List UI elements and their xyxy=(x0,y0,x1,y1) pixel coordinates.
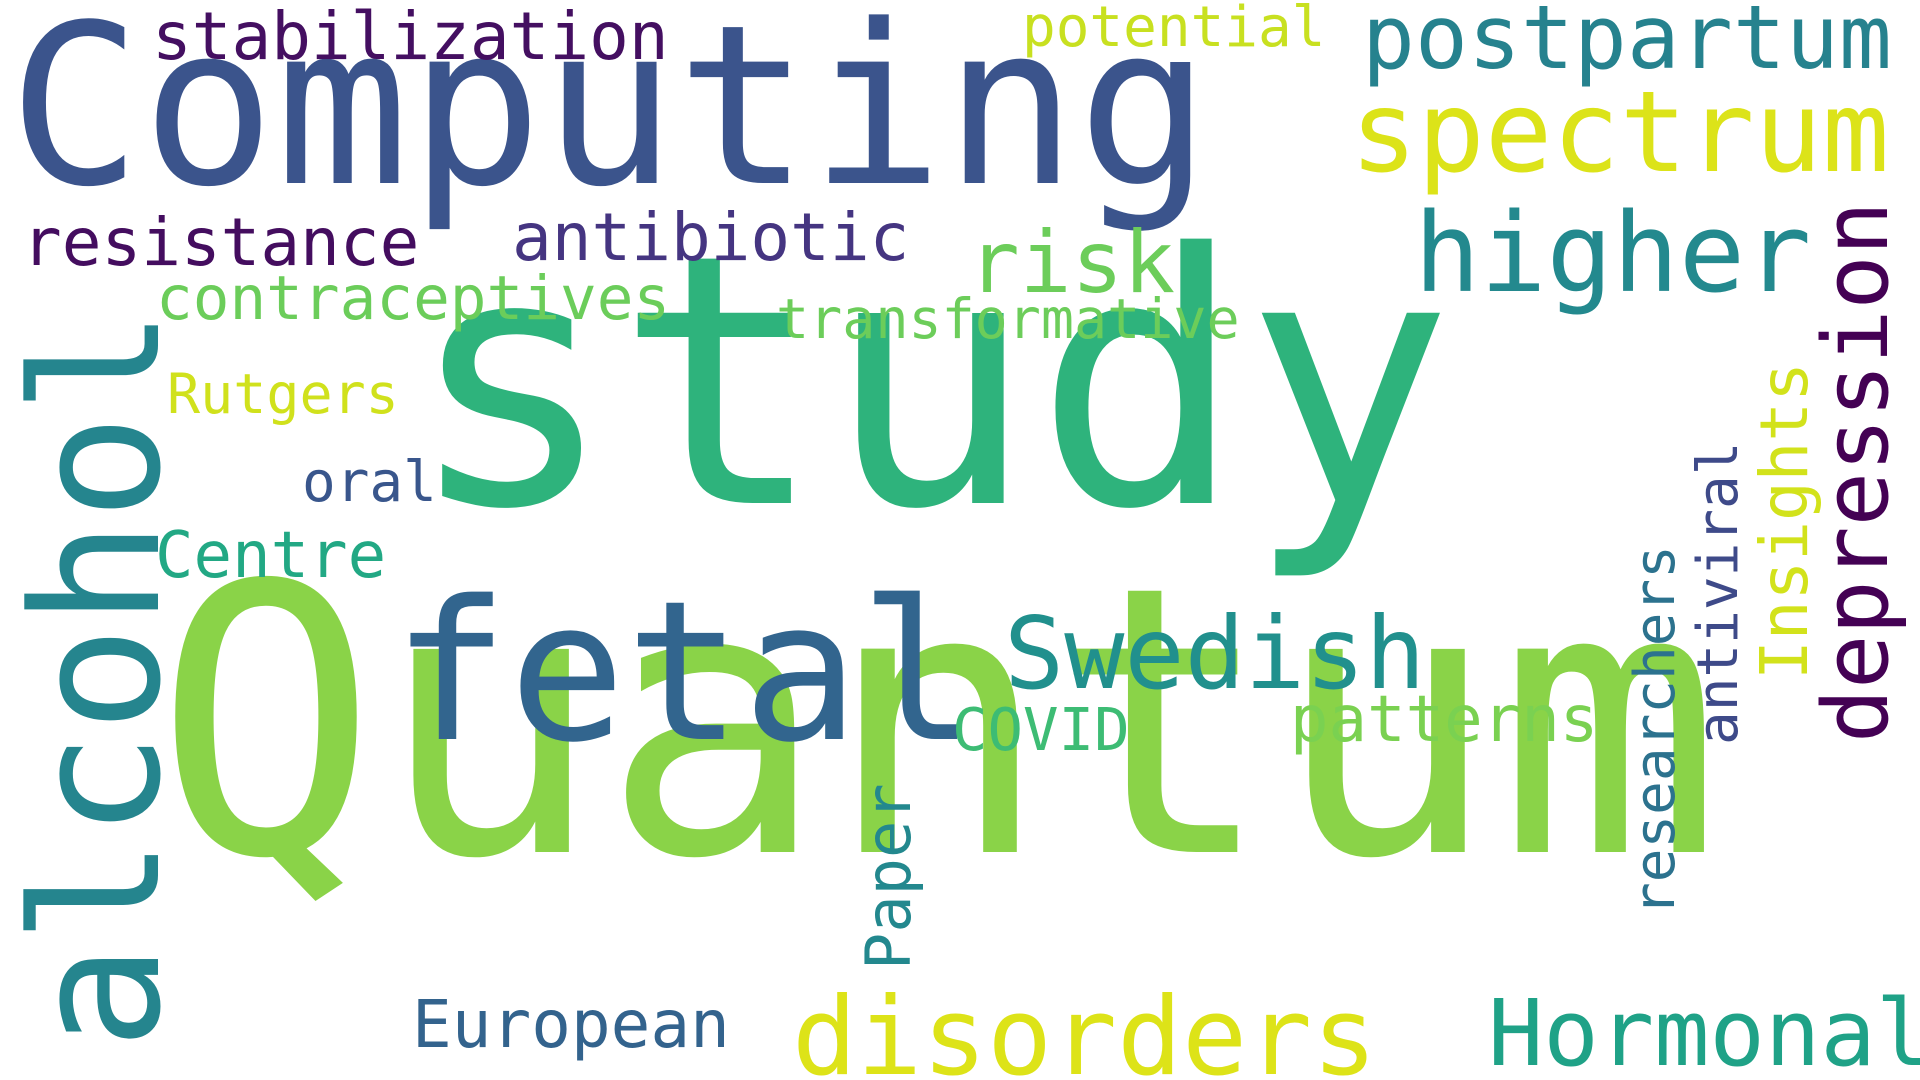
word-european: European xyxy=(412,986,730,1063)
word-transformative: transformative xyxy=(776,287,1240,351)
word-swedish: Swedish xyxy=(1004,595,1426,712)
word-study: study xyxy=(406,181,1454,586)
word-oral: oral xyxy=(302,450,437,515)
word-centre: Centre xyxy=(155,519,387,593)
word-researchers: researchers xyxy=(1623,545,1688,916)
word-patterns: patterns xyxy=(1290,683,1599,757)
word-depression: depression xyxy=(1804,201,1909,743)
word-alcohol: alcohol xyxy=(0,308,200,1050)
word-computing: Computing xyxy=(8,0,1211,236)
word-rutgers: Rutgers xyxy=(167,362,399,426)
word-quantum: Quantum xyxy=(154,507,1722,940)
word-antiviral: antiviral xyxy=(1686,441,1751,745)
word-resistance: resistance xyxy=(22,204,420,281)
word-contraceptives: contraceptives xyxy=(156,263,671,334)
word-risk: risk xyxy=(968,213,1176,313)
word-insights: Insights xyxy=(1746,362,1823,680)
word-paper: Paper xyxy=(852,783,925,970)
word-antibiotic: antibiotic xyxy=(512,199,910,276)
word-fetal: fetal xyxy=(392,559,976,785)
word-disorders: disorders xyxy=(792,975,1378,1080)
word-spectrum: spectrum xyxy=(1350,68,1890,198)
word-stabilization: stabilization xyxy=(152,0,669,75)
word-postpartum: postpartum xyxy=(1362,0,1892,89)
word-hormonal: Hormonal xyxy=(1488,980,1920,1080)
word-potential: potential xyxy=(1022,0,1326,60)
word-covid: COVID xyxy=(952,695,1130,764)
word-higher: higher xyxy=(1414,189,1812,317)
